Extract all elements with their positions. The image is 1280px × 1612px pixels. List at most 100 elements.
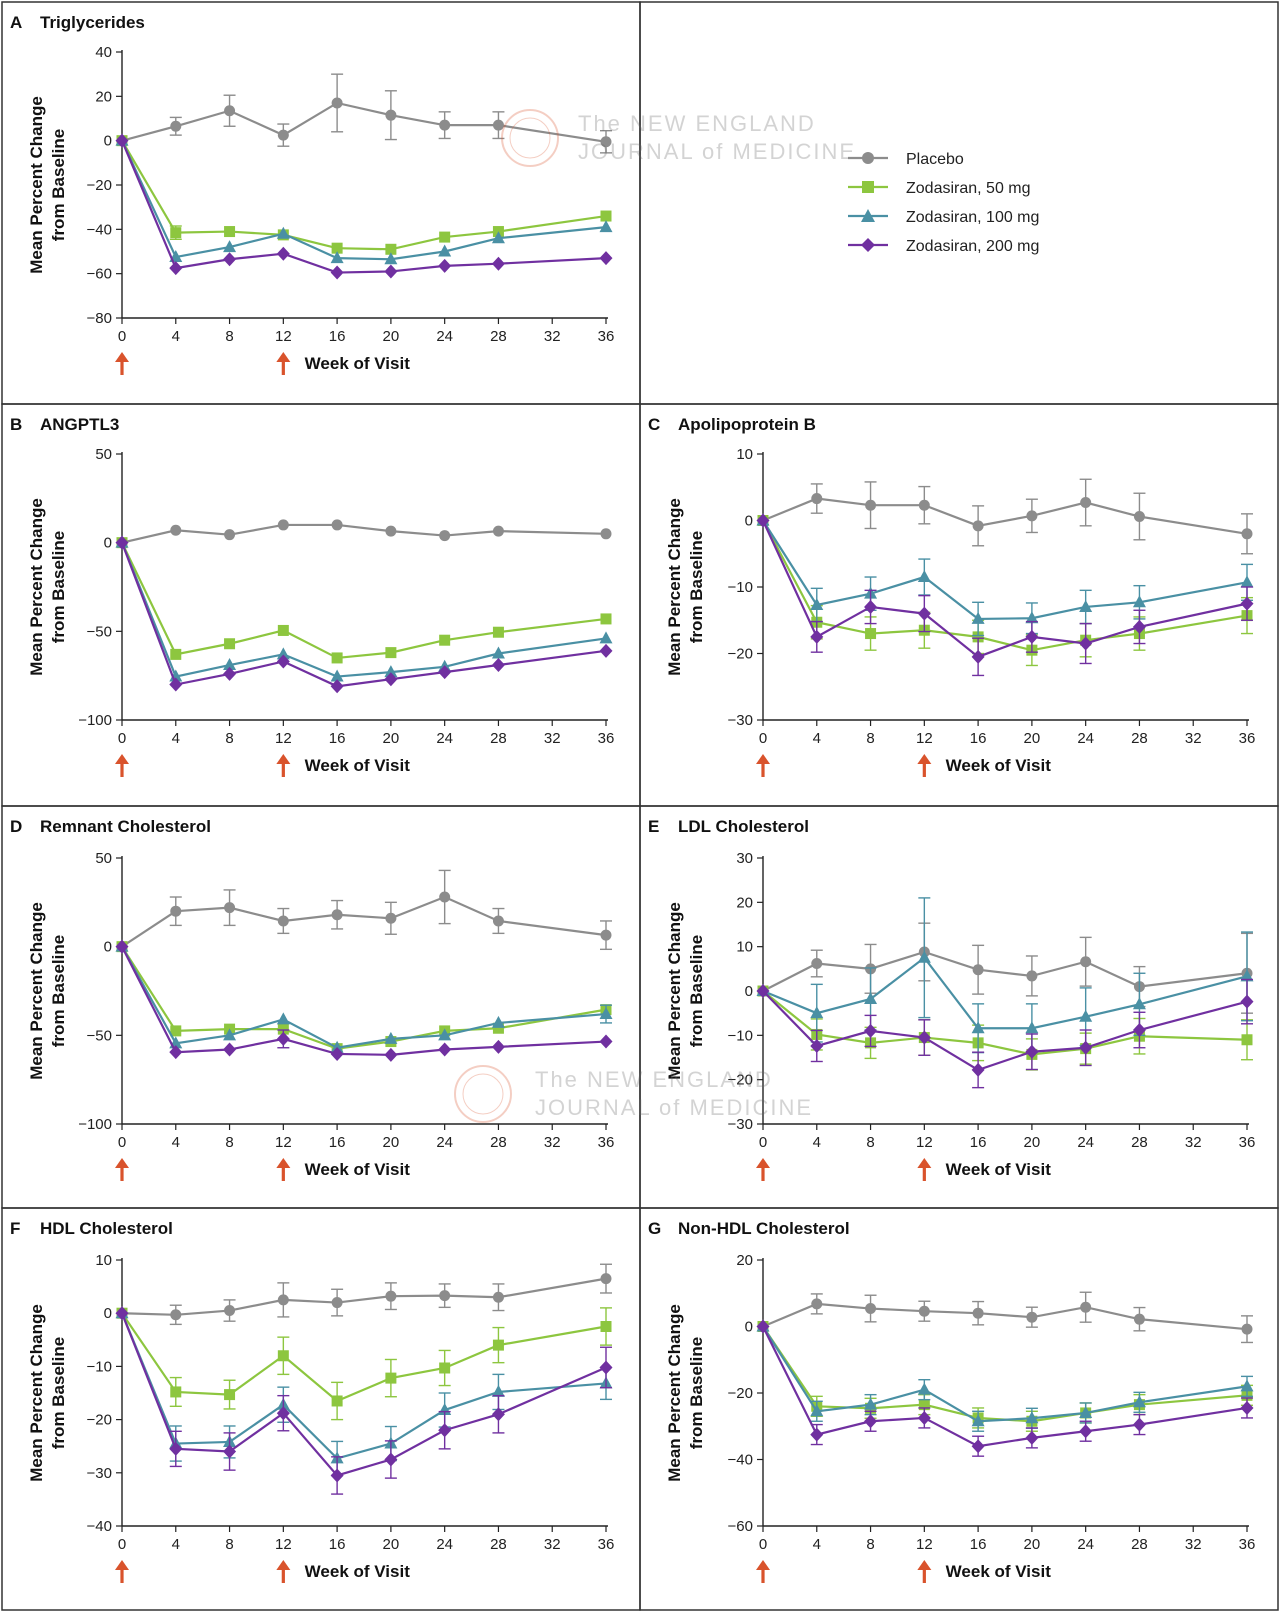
data-point-z200 [115, 133, 129, 148]
data-point-placebo [385, 912, 397, 924]
data-point-z200 [1132, 1417, 1146, 1432]
data-point-z50 [224, 638, 236, 650]
data-point-z50 [224, 1389, 236, 1401]
x-tick-label: 8 [225, 730, 233, 747]
panel-title: Apolipoprotein B [678, 415, 816, 434]
x-tick-label: 16 [329, 328, 346, 345]
panel-border [639, 1207, 1279, 1611]
legend-entry-placebo: Placebo [848, 151, 964, 168]
series-line-z100 [121, 946, 607, 1049]
x-tick-label: 36 [598, 328, 615, 345]
x-tick-label: 28 [490, 730, 507, 747]
y-axis-label: Mean Percent Change from Baseline [665, 1304, 706, 1482]
data-point-z200 [223, 1444, 237, 1459]
x-tick-label: 28 [490, 1134, 507, 1151]
data-point-z50 [439, 1362, 451, 1374]
series-placebo [757, 922, 1253, 1014]
y-axis-label: Mean Percent Change from Baseline [665, 902, 706, 1080]
x-tick-label: 20 [1024, 1134, 1041, 1151]
data-point-placebo [439, 1290, 451, 1302]
watermark-text-middle: The NEW ENGLAND JOURNAL of MEDICINE [535, 1067, 813, 1120]
y-axis-label-line2: from Baseline [49, 531, 68, 643]
data-point-z200 [599, 643, 613, 658]
data-point-placebo [331, 1297, 343, 1309]
data-point-z200 [599, 251, 613, 266]
data-point-z200 [971, 1439, 985, 1454]
data-point-z200 [491, 658, 505, 673]
x-tick-label: 4 [813, 730, 821, 747]
dosing-arrow-icon [115, 1158, 129, 1181]
data-point-z200 [1240, 596, 1254, 611]
data-point-z50 [600, 613, 612, 625]
data-point-z50 [385, 647, 397, 659]
y-axis-label: Mean Percent Change from Baseline [665, 498, 706, 676]
data-point-placebo [811, 958, 823, 970]
data-point-z100 [810, 597, 824, 610]
x-tick-label: 20 [383, 1134, 400, 1151]
data-point-z100 [276, 226, 290, 239]
y-tick-label: 10 [736, 939, 753, 956]
data-point-z200 [756, 513, 770, 528]
data-point-placebo [1133, 1313, 1145, 1325]
y-tick-label: 0 [104, 535, 112, 552]
data-point-placebo [331, 97, 343, 109]
y-tick-label: 40 [95, 44, 112, 61]
x-tick-label: 4 [813, 1134, 821, 1151]
data-point-z200 [223, 666, 237, 681]
y-axis-label-line2: from Baseline [687, 1337, 706, 1449]
data-point-z100 [1025, 1411, 1039, 1424]
y-tick-label: 50 [95, 850, 112, 867]
data-point-placebo [439, 891, 451, 903]
data-point-z100 [1132, 595, 1146, 608]
series-line-z100 [120, 1312, 607, 1460]
data-point-placebo [439, 530, 451, 542]
y-tick-label: −10 [728, 1027, 753, 1044]
series-z200 [115, 535, 613, 694]
data-point-placebo [224, 529, 236, 541]
legend-entry-z200: Zodasiran, 200 mg [848, 238, 1039, 255]
data-point-z200 [438, 258, 452, 273]
nejm-seal-inner-icon [462, 1073, 504, 1115]
y-tick-label: −20 [728, 1072, 753, 1089]
y-tick-label: −20 [728, 1385, 753, 1402]
data-point-z100 [971, 1021, 985, 1034]
x-tick-label: 16 [329, 730, 346, 747]
data-point-z100 [1132, 1395, 1146, 1408]
series-line-z50 [762, 990, 1248, 1056]
data-point-placebo [277, 519, 289, 531]
y-axis-label: Mean Percent Change from Baseline [27, 498, 68, 676]
data-point-placebo [1241, 528, 1253, 540]
x-tick-label: 0 [118, 1536, 126, 1553]
dosing-arrow-shaft [120, 361, 124, 375]
series-line-z200 [762, 1326, 1248, 1448]
data-point-placebo [385, 109, 397, 121]
legend-entry-z100: Zodasiran, 100 mg [848, 209, 1039, 226]
data-point-z100 [599, 220, 613, 233]
data-point-z200 [917, 606, 931, 621]
panel-title: Non-HDL Cholesterol [678, 1219, 850, 1238]
panel-border [639, 1, 1279, 405]
dosing-arrow-head [276, 352, 291, 362]
x-tick-label: 12 [275, 328, 292, 345]
y-tick-label: 0 [104, 133, 112, 150]
x-tick-label: 20 [1024, 1536, 1041, 1553]
dosing-arrow-icon [276, 754, 291, 777]
data-point-z100 [491, 1015, 505, 1028]
data-point-z200 [330, 1046, 344, 1061]
dosing-arrow-shaft [281, 1167, 285, 1181]
data-point-z200 [864, 1414, 878, 1429]
x-tick-label: 24 [1077, 1134, 1094, 1151]
series-line-z200 [762, 520, 1248, 659]
y-axis-label-line2: from Baseline [687, 935, 706, 1047]
data-point-z50 [170, 227, 182, 239]
data-point-placebo [1080, 1301, 1092, 1313]
y-tick-label: −100 [78, 1116, 112, 1133]
series-placebo [116, 869, 612, 953]
dosing-arrow-head [276, 754, 291, 764]
data-point-placebo [170, 120, 182, 132]
series-line-z50 [121, 1312, 607, 1403]
panel-letter: C [648, 415, 660, 434]
data-point-placebo [170, 905, 182, 917]
y-axis-label-line2: from Baseline [49, 1337, 68, 1449]
